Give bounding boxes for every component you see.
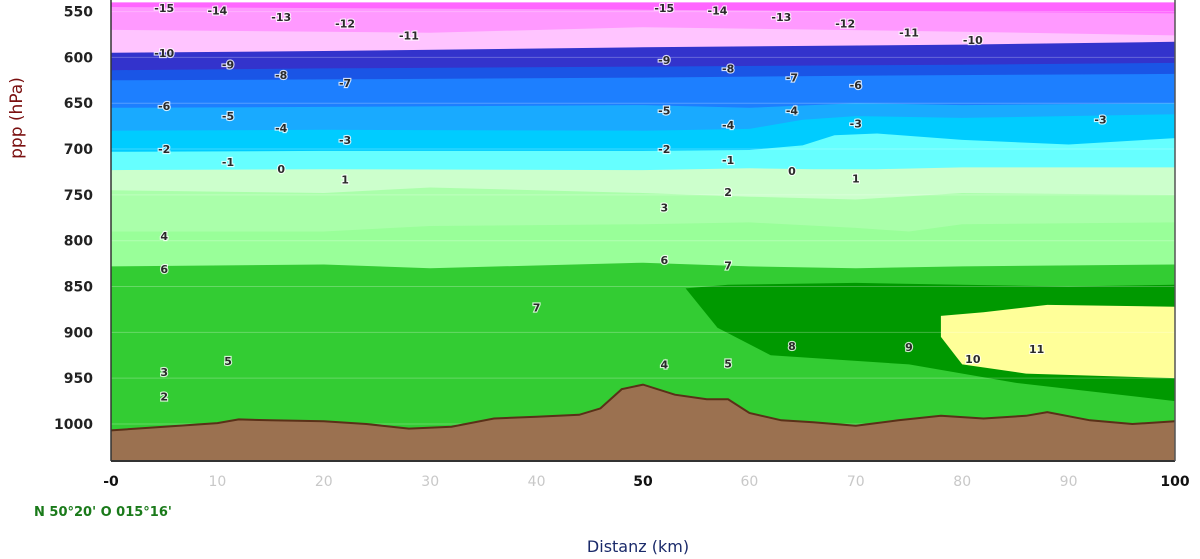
contour-label: 0 — [788, 165, 796, 178]
contour-label: -1 — [222, 156, 234, 169]
y-tick-label: 700 — [64, 142, 93, 158]
contour-label: 1 — [852, 172, 860, 185]
y-axis-label: ppp (hPa) — [7, 77, 27, 159]
contour-labels: -15 -14 -13 -12-11-10-9-8-7-6-5-4-3-2-10146… — [153, 1, 1108, 405]
contour-label: -14 — [708, 5, 728, 18]
y-tick-label: 750 — [64, 188, 93, 204]
contour-label: -12 — [835, 17, 855, 30]
contour-label: 11 — [1029, 343, 1044, 356]
contour-label: 7 — [533, 302, 541, 315]
contour-label: -1 — [722, 154, 734, 167]
contour-label: -4 — [275, 122, 288, 135]
contour-label: 3 — [660, 202, 668, 215]
contour-label: 7 — [724, 259, 732, 272]
contour-label: -5 — [658, 105, 670, 118]
contour-label: -4 — [722, 119, 735, 132]
contour-label: -5 — [222, 110, 234, 123]
contour-label: -11 — [399, 29, 419, 42]
y-tick-label: 1000 — [54, 417, 93, 433]
contour-label: 6 — [160, 263, 168, 276]
contour-label: -11 — [899, 27, 919, 40]
x-axis-label: Distanz (km) — [587, 537, 689, 556]
y-tick-label: 850 — [64, 280, 93, 296]
contour-label: -13 — [771, 11, 791, 24]
x-tick-label: 100 — [1160, 474, 1189, 490]
x-tick-label: -0 — [103, 474, 119, 490]
contour-label: 2 — [160, 391, 168, 404]
grid-lines — [111, 11, 1175, 425]
contour-label: -14 — [207, 5, 227, 18]
contour-label: -10 — [154, 47, 174, 60]
contour-label: -6 — [158, 100, 171, 113]
y-tick-labels: 550 600 650 700 750 800 850 900 950 1000 — [54, 5, 93, 433]
contour-label: -15 — [654, 2, 674, 15]
y-tick-label: 950 — [64, 371, 93, 387]
x-tick-label: 40 — [528, 474, 546, 490]
axes — [110, 0, 1176, 462]
y-tick-label: 800 — [64, 234, 93, 250]
x-tick-label: 60 — [740, 474, 758, 490]
contour-label: 0 — [277, 163, 285, 176]
y-tick-label: 550 — [64, 5, 93, 21]
contour-label: -10 — [963, 34, 983, 47]
contour-label: -3 — [850, 117, 862, 130]
contour-label: 9 — [905, 341, 913, 354]
contour-label: 1 — [341, 173, 349, 186]
contour-label: -8 — [722, 62, 734, 75]
contour-label: -9 — [222, 59, 234, 72]
contour-label: 5 — [724, 358, 732, 371]
contour-label: -15 — [154, 2, 174, 15]
contour-label: -3 — [1094, 114, 1106, 127]
contour-label: -9 — [658, 54, 670, 67]
x-tick-label: 20 — [315, 474, 333, 490]
location-coordinates: N 50°20' O 015°16' — [34, 505, 172, 520]
contour-label: -8 — [275, 69, 287, 82]
temperature-bands — [111, 2, 1175, 461]
contour-label: -4 — [786, 105, 799, 118]
x-tick-label: 90 — [1060, 474, 1078, 490]
contour-label: 4 — [160, 230, 168, 243]
x-tick-label: 50 — [633, 474, 653, 490]
y-tick-label: 600 — [64, 50, 93, 66]
contour-label: 6 — [660, 254, 668, 267]
x-tick-label: 80 — [953, 474, 971, 490]
contour-label: 2 — [724, 186, 732, 199]
contour-label: -2 — [158, 143, 170, 156]
contour-label: 3 — [160, 366, 168, 379]
x-tick-label: 70 — [847, 474, 865, 490]
contour-label: -6 — [850, 79, 863, 92]
contour-label: 5 — [224, 355, 232, 368]
contour-label: 10 — [965, 353, 981, 366]
terrain-fill — [111, 384, 1175, 461]
x-tick-label: 30 — [421, 474, 439, 490]
contour-label: -2 — [658, 143, 670, 156]
contour-label: -3 — [339, 134, 351, 147]
contour-label: -12 — [335, 17, 355, 30]
contour-label: -7 — [339, 77, 351, 90]
terrain-layer — [111, 383, 1175, 461]
contour-label: 8 — [788, 340, 796, 353]
contour-label: -7 — [786, 72, 798, 85]
y-tick-label: 900 — [64, 325, 93, 341]
x-tick-labels: -0 10 20 30 40 50 60 70 80 90 100 — [103, 474, 1190, 490]
x-tick-label: 10 — [208, 474, 226, 490]
y-tick-label: 650 — [64, 96, 93, 112]
band-10 — [940, 304, 1175, 379]
contour-label: 4 — [660, 358, 668, 371]
contour-label: -13 — [271, 11, 291, 24]
terrain-outline — [111, 383, 1175, 432]
